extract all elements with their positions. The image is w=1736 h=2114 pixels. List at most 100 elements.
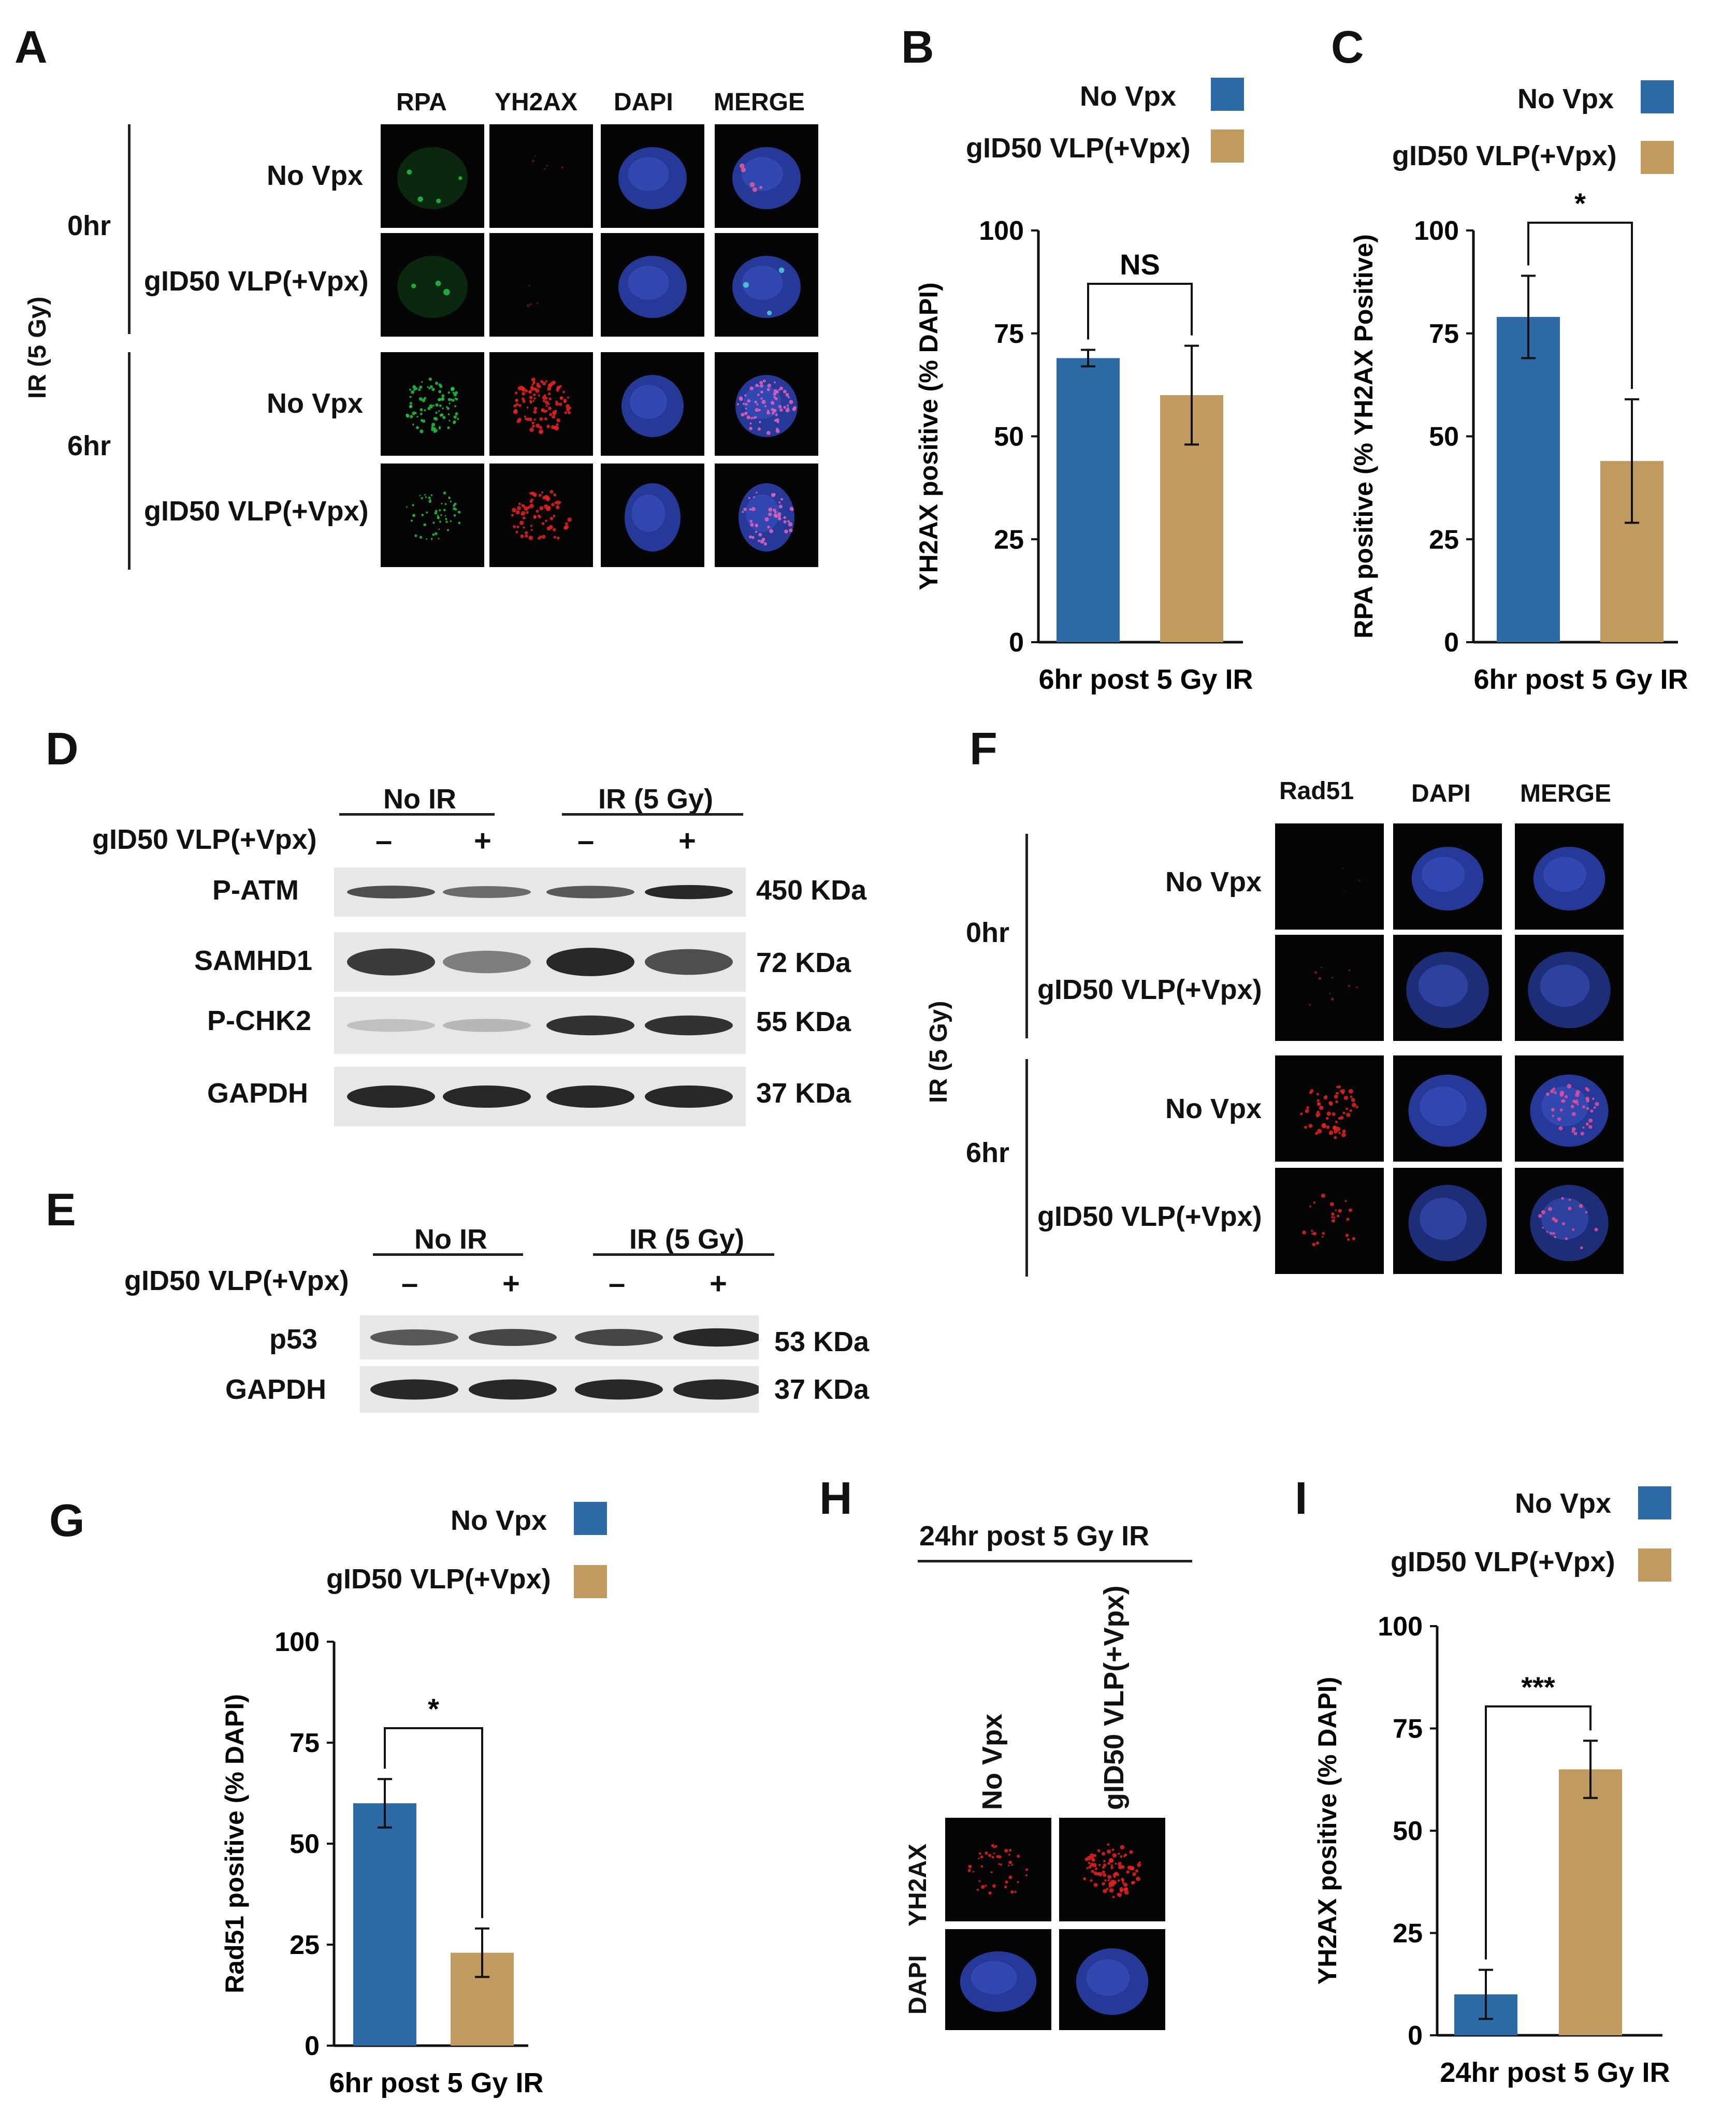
blot-d-samhd1 (334, 932, 746, 992)
blot-d-gapdh (334, 1067, 746, 1126)
micrograph-f-merge-1 (1515, 823, 1624, 930)
bar-chart-g: 0 25 50 75 100 * 6hr post 5 Gy IR Rad51 positiv… (220, 1627, 544, 2098)
row-label-no-vpx-6hr: No Vpx (267, 388, 364, 419)
panel-label-a: A (15, 21, 48, 73)
col-header-rad51: Rad51 (1279, 777, 1354, 805)
panel-label-f: F (970, 723, 997, 774)
blot-d-patm (334, 867, 746, 917)
y-axis-label: ΥH2AX positive (% DAPI) (914, 282, 943, 590)
micrograph-a-dapi-1 (601, 124, 704, 228)
row-label-gid50-0hr: gID50 VLP(+Vpx) (144, 266, 369, 297)
y-axis-label: RPA positive (% ΥH2AX Positive) (1349, 234, 1378, 639)
y-tick-label: 0 (1009, 628, 1024, 658)
sign-e-4: + (710, 1267, 727, 1300)
y-tick-label: 100 (1378, 1612, 1423, 1642)
y-axis-label: ΥH2AX positive (% DAPI) (1313, 1677, 1342, 1985)
micrograph-a-gh2ax-1 (489, 124, 593, 228)
micrograph-a-rpa-3 (381, 352, 484, 456)
col-header-merge: MERGE (714, 89, 805, 116)
legend-label-gid50-b: gID50 VLP(+Vpx) (966, 133, 1191, 164)
x-axis-label: 6hr post 5 Gy IR (329, 2067, 543, 2098)
band-name-gapdh-d: GAPDH (207, 1078, 309, 1109)
y-tick-label: 100 (274, 1627, 320, 1657)
y-tick-label: 100 (979, 216, 1024, 246)
row-label-no-vpx-0hr-f: No Vpx (1165, 866, 1262, 897)
panel-label-c: C (1331, 21, 1364, 73)
y-tick-label: 0 (1444, 628, 1459, 658)
sign-d-3: – (577, 824, 595, 858)
y-tick-label: 75 (1429, 319, 1459, 349)
col-header-dapi: DAPI (614, 89, 673, 116)
micrograph-h-dapi-no-vpx (945, 1929, 1051, 2030)
bracket-0hr-f (1025, 834, 1028, 1038)
y-tick-label: 25 (994, 525, 1024, 555)
band-size-gapdh-e: 37 KDa (774, 1374, 870, 1405)
micrograph-a-gh2ax-2 (489, 233, 593, 337)
treatment-label-e: gID50 VLP(+Vpx) (124, 1265, 349, 1296)
micrograph-a-merge-2 (715, 233, 818, 337)
significance-bracket (1527, 222, 1633, 389)
blot-d-pchk2 (334, 997, 746, 1054)
time-label-0hr: 0hr (67, 210, 111, 241)
row-label-gid50-6hr: gID50 VLP(+Vpx) (144, 496, 369, 527)
legend-label-no-vpx-b: No Vpx (1080, 81, 1177, 112)
y-tick-label: 50 (1429, 422, 1459, 452)
col-header-rpa: RPA (396, 89, 447, 116)
group-label-ir-d: IR (5 Gy) (598, 784, 714, 815)
group-line-no-ir-d (339, 813, 495, 816)
band-size-p53: 53 KDa (774, 1326, 870, 1357)
y-tick-label: 50 (994, 422, 1024, 452)
micrograph-a-rpa-1 (381, 124, 484, 228)
micrograph-h-dapi-gid50 (1059, 1929, 1165, 2030)
y-tick-label: 50 (1393, 1816, 1423, 1846)
panel-label-e: E (46, 1184, 76, 1235)
group-label-ir-e: IR (5 Gy) (629, 1224, 745, 1255)
y-tick-label: 25 (290, 1930, 320, 1960)
x-axis-label: 6hr post 5 Gy IR (1038, 664, 1253, 695)
panel-label-b: B (901, 21, 934, 73)
micrograph-f-dapi-1 (1393, 823, 1502, 930)
group-label-no-ir-e: No IR (414, 1224, 487, 1255)
band-name-gapdh-e: GAPDH (225, 1374, 327, 1405)
bracket-6hr-f (1025, 1059, 1028, 1277)
micrograph-f-rad51-4 (1275, 1168, 1384, 1274)
band-name-samhd1: SAMHD1 (194, 945, 313, 976)
micrograph-a-dapi-3 (601, 352, 704, 456)
y-tick-label: 25 (1393, 1919, 1423, 1949)
micrograph-h-gh2ax-no-vpx (945, 1818, 1051, 1921)
legend-label-no-vpx-g: No Vpx (451, 1505, 547, 1536)
legend-swatch-no-vpx-g (574, 1502, 607, 1535)
x-axis-label: 24hr post 5 Gy IR (1440, 2057, 1670, 2088)
micrograph-f-merge-2 (1515, 935, 1624, 1041)
time-label-6hr: 6hr (67, 430, 111, 461)
row-label-gid50-6hr-f: gID50 VLP(+Vpx) (1037, 1201, 1262, 1232)
significance-label: *** (1521, 1671, 1555, 1703)
ir-label-a: IR (5 Gy) (24, 296, 51, 399)
micrograph-a-rpa-2 (381, 233, 484, 337)
legend-swatch-gid50-c (1641, 141, 1674, 174)
col-header-merge-f: MERGE (1520, 780, 1612, 807)
panel-label-d: D (46, 723, 79, 774)
y-tick-label: 75 (1393, 1714, 1423, 1744)
legend-swatch-no-vpx-c (1641, 80, 1674, 113)
col-header-gh2ax: ΥH2AX (495, 89, 578, 116)
significance-label: * (428, 1692, 439, 1725)
micrograph-a-merge-4 (715, 464, 818, 567)
row-label-no-vpx-0hr: No Vpx (267, 160, 364, 191)
bar-gid50 (1559, 1769, 1622, 2035)
micrograph-f-merge-3 (1515, 1055, 1624, 1162)
band-size-pchk2: 55 KDa (756, 1006, 851, 1037)
bar-no-vpx (1497, 316, 1560, 642)
time-label-0hr-f: 0hr (966, 917, 1010, 948)
micrograph-a-gh2ax-4 (489, 464, 593, 567)
panel-h-title: 24hr post 5 Gy IR (919, 1521, 1150, 1552)
bracket-6hr (128, 352, 131, 570)
significance-label: * (1574, 187, 1586, 220)
micrograph-f-rad51-3 (1275, 1055, 1384, 1162)
band-size-gapdh-d: 37 KDa (756, 1078, 851, 1109)
ir-label-f: IR (5 Gy) (925, 1001, 952, 1103)
x-axis-label: 6hr post 5 Gy IR (1473, 664, 1688, 695)
micrograph-h-gh2ax-gid50 (1059, 1818, 1165, 1921)
micrograph-a-dapi-4 (601, 464, 704, 567)
col-label-gid50-h: gID50 VLP(+Vpx) (1098, 1585, 1130, 1810)
